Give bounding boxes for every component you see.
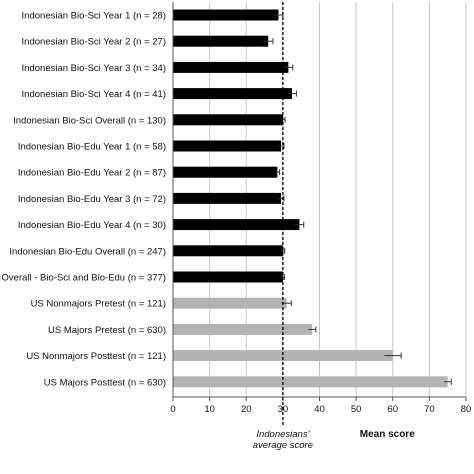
reference-label-line1: Indonesians' [256,429,310,440]
bars [173,9,452,388]
bar [173,376,448,388]
category-label: Indonesian Bio-Sci Year 4 (n = 41) [22,89,166,100]
bar [173,61,289,73]
category-label: Indonesian Bio-Edu Year 4 (n = 30) [18,220,166,231]
bar [173,35,269,47]
category-label: Indonesian Bio-Edu Overall (n = 247) [9,246,166,257]
x-tick-label: 0 [170,404,175,415]
bar [173,350,393,362]
category-label: US Nonmajors Pretest (n = 121) [31,299,166,310]
category-label: Indonesian Bio-Sci Year 1 (n = 28) [22,11,166,22]
category-label: Overall - Bio-Sci and Bio-Edu (n = 377) [2,273,166,284]
bar [173,166,278,178]
bar [173,245,283,257]
category-labels: Indonesian Bio-Sci Year 1 (n = 28) Indone… [2,11,166,389]
bar [173,9,279,21]
category-label: US Majors Posttest (n = 630) [44,377,166,388]
x-tick-label: 10 [204,404,215,415]
category-label: US Nonmajors Posttest (n = 121) [26,351,166,362]
x-tick-label: 40 [314,404,325,415]
x-tick-label: 20 [241,404,252,415]
x-tick-label: 50 [351,404,362,415]
category-label: US Majors Pretest (n = 630) [48,325,166,336]
category-label: Indonesian Bio-Edu Year 2 (n = 87) [18,168,166,179]
bar [173,192,282,204]
category-label: Indonesian Bio-Edu Year 3 (n = 72) [18,194,166,205]
bar [173,297,287,309]
bar [173,140,282,152]
x-tick-label: 60 [387,404,398,415]
category-label: Indonesian Bio-Edu Year 1 (n = 58) [18,142,166,153]
reference-label-line2: average score [253,440,313,451]
x-tick-label: 70 [424,404,435,415]
x-tick-labels: 0 10 20 30 40 50 60 70 80 [170,397,471,415]
x-axis-title: Mean score [360,429,415,440]
category-label: Indonesian Bio-Sci Year 2 (n = 27) [22,37,166,48]
bar [173,219,300,231]
bar [173,88,293,100]
bar [173,271,283,283]
bar [173,114,283,126]
x-tick-label: 80 [461,404,472,415]
category-label: Indonesian Bio-Sci Overall (n = 130) [13,115,166,126]
category-label: Indonesian Bio-Sci Year 3 (n = 34) [22,63,166,74]
bar [173,323,313,335]
